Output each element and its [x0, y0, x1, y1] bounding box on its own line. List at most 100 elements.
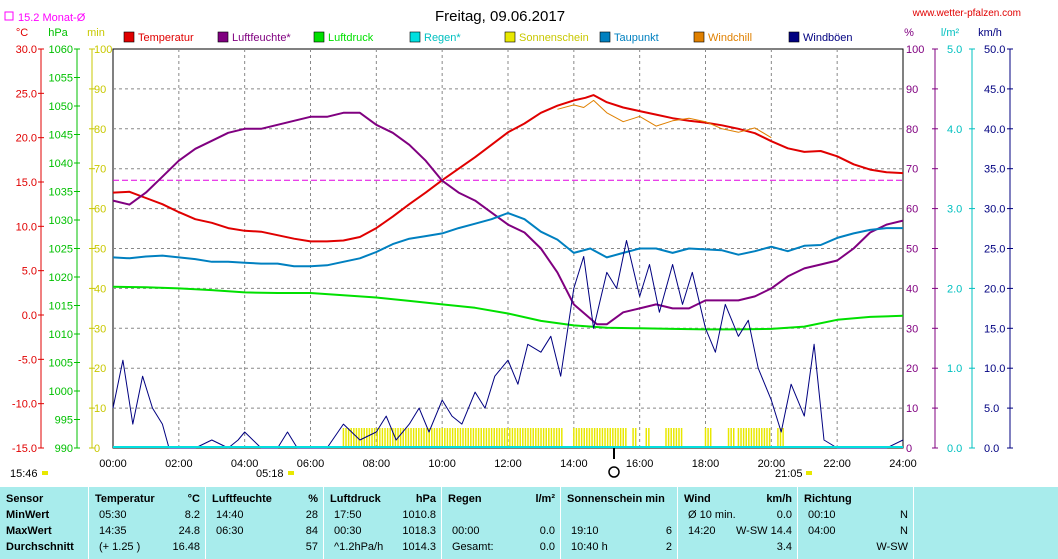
rain-tick-label: 5.0 [947, 44, 962, 56]
stats-time: 17:50 [334, 509, 362, 521]
x-tick-label: 22:00 [823, 458, 851, 470]
series-line-windchill [557, 99, 772, 139]
stats-col-richtung: Richtung 00:10 N 04:00 N W-SW [797, 487, 914, 559]
stats-unit: km/h [766, 493, 792, 505]
stats-time: ^1.2hPa/h [334, 541, 384, 553]
x-tick-label: 06:00 [297, 458, 325, 470]
pressure-tick-label: 1060 [49, 44, 73, 56]
temp-axis-unit: °C [16, 27, 28, 39]
stats-value: 28 [305, 509, 318, 521]
stats-value: 3.4 [776, 541, 792, 553]
x-tick-label: 10:00 [428, 458, 456, 470]
stats-unit: l/m² [535, 493, 555, 505]
legend-swatch [599, 31, 611, 43]
stats-value: 16.48 [172, 541, 200, 553]
wind-tick-label: 0.0 [984, 443, 999, 455]
legend-label: Luftdruck [328, 32, 374, 44]
stats-time: 06:30 [216, 525, 244, 537]
humidity-tick-label: 100 [906, 44, 924, 56]
stats-header: Wind [684, 493, 711, 505]
stats-time: 00:00 [452, 525, 480, 537]
sun-axis-unit: min [87, 27, 105, 39]
humidity-axis-unit: % [904, 27, 914, 39]
x-tick-label: 24:00 [889, 458, 917, 470]
pressure-tick-label: 1010 [49, 329, 73, 341]
wind-tick-label: 25.0 [984, 244, 1005, 256]
legend-swatch [788, 31, 800, 43]
pressure-tick-label: 1055 [49, 73, 73, 85]
series-line-luftdruck [112, 285, 904, 331]
stats-col-wind: Wind km/h Ø 10 min. 0.0 14:20 W-SW 14.4 3.4 [677, 487, 798, 559]
rain-axis-unit: l/m² [941, 27, 960, 39]
stats-time: 10:40 h [571, 541, 608, 553]
sunshine-bars [342, 428, 784, 448]
temp-tick-label: 10.0 [16, 221, 37, 233]
humidity-tick-label: 70 [906, 164, 918, 176]
site-link[interactable]: www.wetter-pfalzen.com [912, 8, 1021, 19]
month-avg-marker-icon [4, 11, 14, 21]
rain-tick-label: 4.0 [947, 124, 962, 136]
stats-value: 6 [665, 525, 672, 537]
wind-tick-label: 5.0 [984, 403, 999, 415]
sun-tick-label: 100 [94, 44, 112, 56]
humidity-tick-label: 10 [906, 403, 918, 415]
stats-col-regen: Regen l/m² 00:00 0.0 Gesamt: 0.0 [441, 487, 561, 559]
sun-tick-label: 0 [94, 443, 100, 455]
pressure-tick-label: 1000 [49, 386, 73, 398]
pressure-tick-label: 990 [55, 443, 73, 455]
sunrise-marker [288, 471, 294, 475]
grid-lines [112, 48, 904, 449]
temp-tick-label: -10.0 [12, 399, 37, 411]
x-tick-label: 20:00 [758, 458, 786, 470]
rain-tick-label: 0.0 [947, 443, 962, 455]
pressure-tick-label: 1015 [49, 301, 73, 313]
stats-time: Gesamt: [452, 541, 494, 553]
pressure-tick-label: 1035 [49, 187, 73, 199]
series-line-temperatur [112, 94, 904, 243]
humidity-tick-label: 30 [906, 323, 918, 335]
series-line-luftfeuchte [112, 111, 904, 326]
legend-label: Luftfeuchte* [232, 32, 291, 44]
x-tick-label: 12:00 [494, 458, 522, 470]
series-lines [112, 94, 904, 449]
wind-tick-label: 40.0 [984, 124, 1005, 136]
sun-tick-label: 50 [94, 244, 106, 256]
pressure-tick-label: 1050 [49, 101, 73, 113]
legend: Temperatur Luftfeuchte* Luftdruck Regen* Son… [123, 31, 853, 44]
pressure-tick-label: 1020 [49, 272, 73, 284]
sun-tick-label: 60 [94, 204, 106, 216]
stats-header: Luftfeuchte [212, 493, 272, 505]
legend-swatch [217, 31, 229, 43]
stats-col-empty [913, 487, 1058, 559]
stats-time: 14:20 [688, 525, 716, 537]
legend-swatch [123, 31, 135, 43]
pressure-tick-label: 1045 [49, 130, 73, 142]
stats-value: N [900, 509, 908, 521]
stats-header: Richtung [804, 493, 852, 505]
humidity-tick-label: 20 [906, 363, 918, 375]
legend-swatch [313, 31, 325, 43]
x-tick-label: 08:00 [363, 458, 391, 470]
sun-tick-label: 40 [94, 283, 106, 295]
wind-tick-label: 50.0 [984, 44, 1005, 56]
stats-header: Temperatur [95, 493, 155, 505]
sun-tick-label: 20 [94, 363, 106, 375]
x-tick-label: 18:00 [692, 458, 720, 470]
stats-value: 1014.3 [402, 541, 436, 553]
legend-label: Taupunkt [614, 32, 659, 44]
series-line-windböen [112, 240, 904, 449]
legend-label: Sonnenschein [519, 32, 589, 44]
stats-value: W-SW [876, 541, 908, 553]
temp-tick-label: 30.0 [16, 44, 37, 56]
wind-tick-label: 35.0 [984, 164, 1005, 176]
stats-header: Sonnenschein min [567, 493, 665, 505]
sun-tick-label: 30 [94, 323, 106, 335]
stats-time: 00:30 [334, 525, 362, 537]
sun-tick-label: 90 [94, 84, 106, 96]
stats-col-luftfeuchte: Luftfeuchte% 14:40 28 06:30 84 57 [205, 487, 324, 559]
rain-tick-label: 3.0 [947, 204, 962, 216]
stats-row-label: Durchschnitt [6, 541, 74, 553]
stats-col-sonnenscheinmin: Sonnenschein min 19:10 6 10:40 h 2 [560, 487, 678, 559]
sun-tick-label: 80 [94, 124, 106, 136]
pressure-tick-label: 1040 [49, 158, 73, 170]
